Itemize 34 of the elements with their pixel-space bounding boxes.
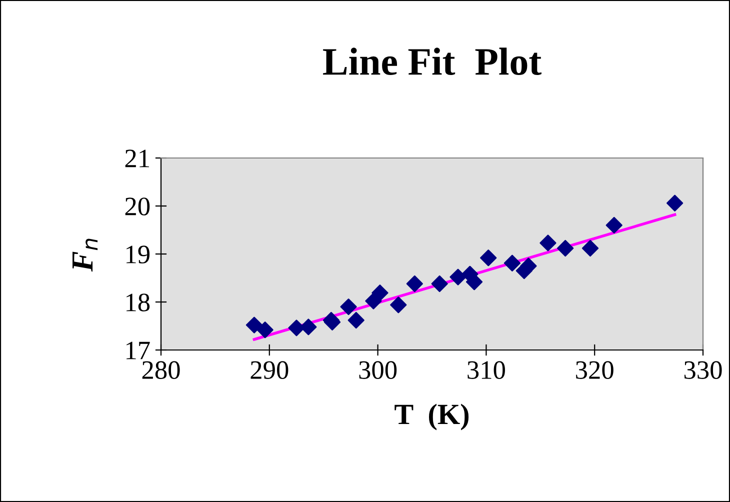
y-tick-label: 18 <box>126 294 150 312</box>
point <box>372 284 388 302</box>
point <box>450 268 466 286</box>
y-axis-title: F$_{n}$ <box>72 238 98 272</box>
y-tick-label: 17 <box>126 342 150 360</box>
point <box>606 216 622 234</box>
point <box>365 292 382 310</box>
x-tick-label: 290 <box>250 361 288 379</box>
point <box>406 275 423 292</box>
x-tick-label: 310 <box>468 361 505 379</box>
point <box>246 316 263 334</box>
point <box>582 240 599 257</box>
point <box>348 312 364 329</box>
point <box>480 250 497 266</box>
point <box>300 318 317 336</box>
x-tick-label: 330 <box>684 361 722 379</box>
point <box>540 234 556 252</box>
y-tick-label: 19 <box>126 246 150 264</box>
point <box>666 194 684 212</box>
point <box>340 298 357 316</box>
point <box>466 274 483 290</box>
point <box>288 320 305 336</box>
point <box>256 322 274 338</box>
x-axis-title: T (K) <box>394 404 469 430</box>
x-tick-label: 280 <box>142 361 180 379</box>
chart-title: Line Fit Plot <box>323 48 542 76</box>
point <box>557 240 574 257</box>
x-tick-label: 300 <box>359 361 397 379</box>
point <box>390 296 407 314</box>
y-tick-label: 21 <box>125 150 149 168</box>
x-tick-label: 320 <box>576 361 614 379</box>
y-tick-label: 20 <box>125 198 150 216</box>
point <box>504 254 521 272</box>
point <box>431 275 448 292</box>
